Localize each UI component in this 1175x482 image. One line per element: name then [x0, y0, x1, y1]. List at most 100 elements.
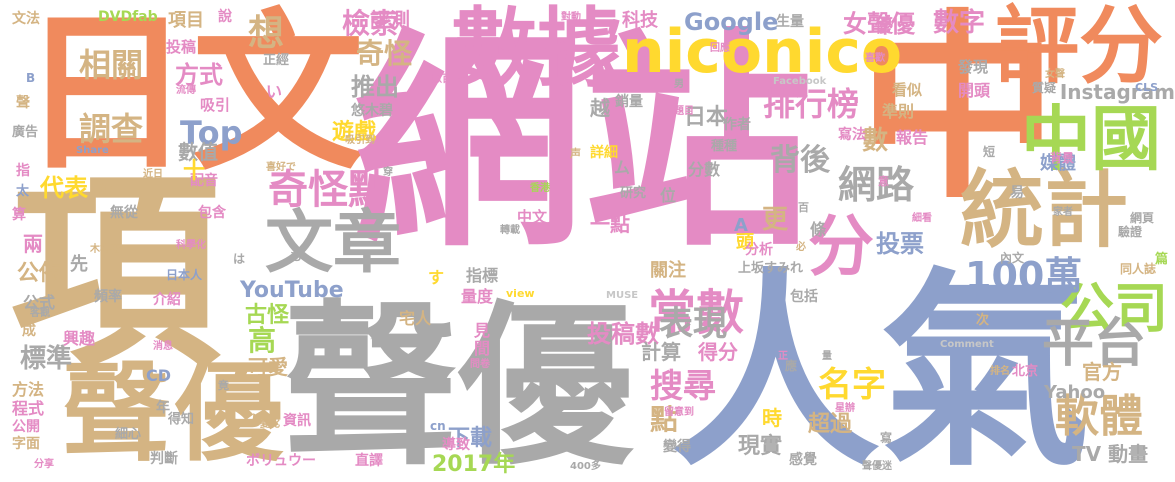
- word: 科技: [622, 10, 658, 31]
- word: 太: [16, 184, 30, 199]
- word: 發現: [958, 58, 989, 76]
- word: 悠木碧: [351, 103, 393, 119]
- word: 變得: [663, 439, 691, 455]
- word: 看似: [892, 81, 923, 99]
- word: 背後: [770, 143, 830, 178]
- word: 媒體: [1040, 153, 1076, 174]
- word: CLS: [1135, 81, 1159, 94]
- word: 聲: [16, 95, 30, 111]
- word: 回應: [710, 43, 730, 54]
- word: 優: [175, 351, 284, 476]
- word: 細看: [912, 213, 932, 224]
- word: 內文: [1000, 251, 1025, 265]
- word: 古怪: [245, 303, 290, 328]
- word: は: [233, 252, 246, 266]
- word: 量度: [461, 287, 494, 306]
- word: 竟: [218, 379, 229, 392]
- word: 公司: [1060, 277, 1168, 340]
- word: 寫法: [838, 127, 866, 143]
- word: 種種: [711, 139, 738, 154]
- word: 標準: [20, 344, 73, 374]
- word: 頻率: [94, 289, 122, 305]
- word: 2017年: [432, 452, 516, 477]
- word: 項: [10, 152, 221, 397]
- word: 名字: [818, 365, 886, 405]
- word: 人氣: [670, 250, 1091, 482]
- word: A: [734, 215, 748, 236]
- word: 日文: [20, 0, 364, 194]
- word: 公式: [23, 293, 56, 312]
- word: 研究: [620, 186, 647, 201]
- word: 質疑: [1032, 81, 1057, 95]
- word: 分: [808, 208, 874, 285]
- word: YouTube: [240, 278, 344, 303]
- word: 應: [785, 359, 798, 373]
- word: 投票: [876, 230, 924, 258]
- word: 得分: [698, 340, 738, 364]
- word: 一點: [590, 212, 630, 236]
- word: 準則: [882, 102, 915, 121]
- word: 北京: [1012, 364, 1039, 379]
- word: 判斷: [150, 451, 178, 467]
- word: 字面: [12, 436, 40, 452]
- word: 投稿數: [587, 320, 659, 348]
- word: 正經: [263, 53, 290, 68]
- word: 點: [650, 403, 679, 436]
- word: 關注: [650, 260, 686, 281]
- word: 吸引: [200, 96, 231, 114]
- word: 方法: [12, 380, 45, 399]
- word: 男: [674, 79, 684, 90]
- word: 程式: [12, 399, 45, 418]
- word: 推出: [351, 73, 399, 101]
- word: 項目: [168, 10, 204, 31]
- word: 400多: [570, 461, 601, 472]
- word: TV 動畫: [1072, 442, 1149, 466]
- word: Comment: [940, 339, 994, 350]
- word: ボリュウー: [246, 453, 316, 469]
- word: 100萬: [965, 254, 1083, 298]
- word: 廣告: [12, 125, 39, 140]
- word: 超過: [808, 412, 853, 437]
- word: 寫: [880, 431, 893, 445]
- word: 宅人: [399, 309, 432, 328]
- word: 篇: [1155, 252, 1169, 267]
- word: 優: [875, 16, 893, 37]
- word: 量: [822, 351, 832, 362]
- word: 直譯: [355, 453, 383, 469]
- word: 声: [570, 147, 581, 160]
- word: 聲優: [283, 286, 633, 482]
- word: 銷量: [615, 94, 643, 110]
- word: 見: [474, 321, 491, 340]
- word: 可愛: [248, 355, 288, 379]
- word: 官方: [1082, 360, 1122, 384]
- word: 喜好で: [266, 162, 296, 173]
- word: も: [290, 249, 303, 263]
- word: 轉載: [500, 225, 520, 236]
- word: す: [428, 268, 445, 287]
- word: 變化: [260, 419, 280, 430]
- word: 想: [248, 13, 285, 54]
- word: 日本人: [166, 268, 203, 282]
- word: 百: [798, 201, 809, 214]
- word: 現實: [738, 434, 783, 459]
- word: 女聲: [1045, 69, 1065, 80]
- word: 奇怪: [356, 37, 413, 70]
- word: 搜尋: [650, 366, 716, 405]
- word: 平台: [1042, 314, 1147, 374]
- word: 年: [156, 400, 170, 416]
- word: 得知: [168, 412, 195, 427]
- word: CD: [146, 366, 172, 385]
- word: 常數: [648, 285, 745, 341]
- word: 包括: [790, 289, 818, 305]
- word: 時: [762, 406, 782, 430]
- word: 分析: [745, 242, 773, 258]
- word: 評分: [995, 0, 1164, 95]
- word: 報告: [896, 128, 929, 147]
- word: Instagram: [1059, 80, 1175, 104]
- word: 木棉花: [90, 244, 120, 255]
- word: B: [26, 71, 36, 85]
- word: 導致: [442, 437, 470, 453]
- word: 兩: [23, 232, 43, 256]
- word: 感覺: [789, 452, 817, 468]
- word: 數據: [451, 0, 623, 99]
